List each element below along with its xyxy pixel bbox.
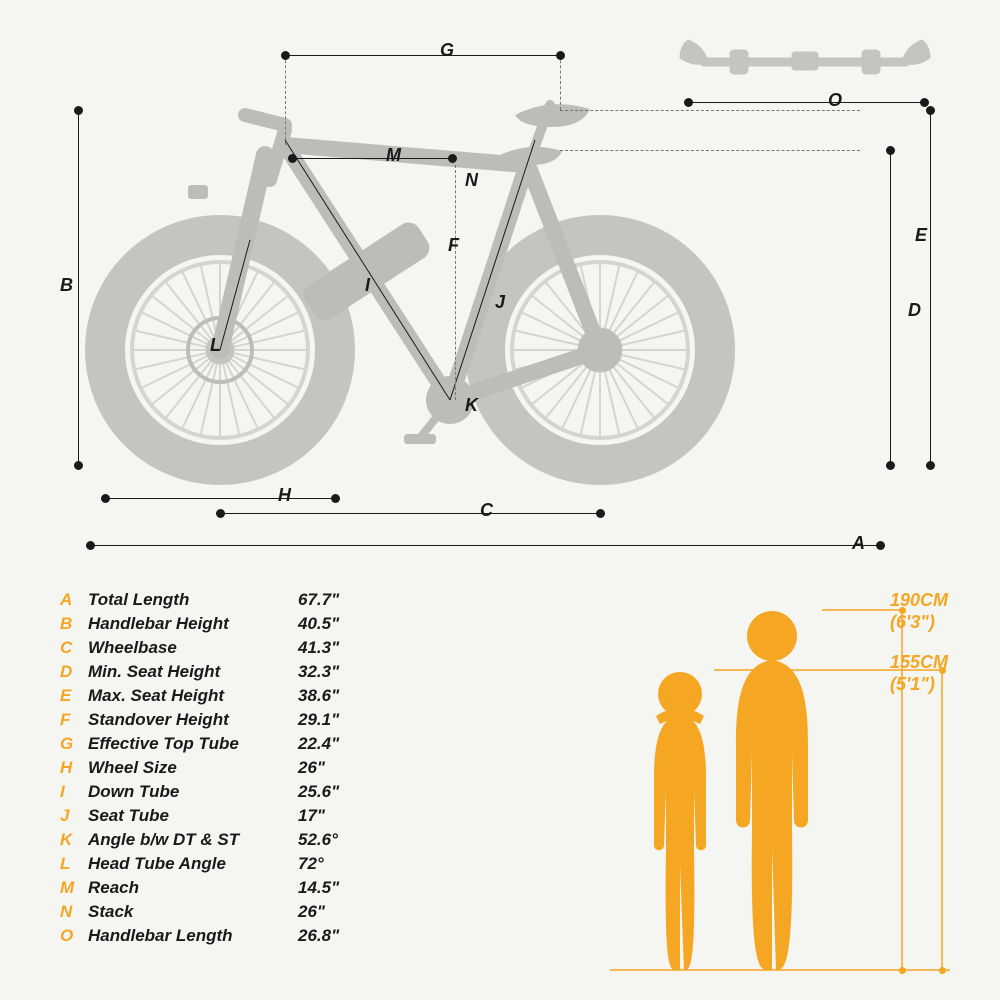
spec-value: 38.6"	[298, 686, 339, 706]
spec-label: Head Tube Angle	[88, 854, 298, 874]
rider-height-guide: 190CM (6'3") 155CM (5'1")	[590, 600, 970, 980]
spec-label: Standover Height	[88, 710, 298, 730]
spec-key: O	[60, 926, 88, 946]
spec-label: Max. Seat Height	[88, 686, 298, 706]
spec-key: N	[60, 902, 88, 922]
spec-label: Angle b/w DT & ST	[88, 830, 298, 850]
spec-label: Handlebar Height	[88, 614, 298, 634]
specs-table: ATotal Length67.7" BHandlebar Height40.5"…	[60, 590, 560, 950]
dim-F: F	[448, 235, 459, 256]
spec-key: K	[60, 830, 88, 850]
spec-row: CWheelbase41.3"	[60, 638, 560, 658]
spec-row: KAngle b/w DT & ST52.6°	[60, 830, 560, 850]
spec-label: Total Length	[88, 590, 298, 610]
spec-label: Down Tube	[88, 782, 298, 802]
dim-O: O	[828, 90, 842, 111]
spec-value: 52.6°	[298, 830, 338, 850]
spec-key: B	[60, 614, 88, 634]
spec-value: 26.8"	[298, 926, 339, 946]
dim-H: H	[278, 485, 291, 506]
dim-D: D	[908, 300, 921, 321]
dim-C: C	[480, 500, 493, 521]
spec-label: Stack	[88, 902, 298, 922]
dim-K: K	[465, 395, 478, 416]
spec-key: D	[60, 662, 88, 682]
spec-row: EMax. Seat Height38.6"	[60, 686, 560, 706]
dim-A: A	[852, 533, 865, 554]
spec-value: 40.5"	[298, 614, 339, 634]
spec-value: 72°	[298, 854, 324, 874]
max-height-cm: 190CM	[890, 590, 948, 610]
spec-key: E	[60, 686, 88, 706]
spec-row: BHandlebar Height40.5"	[60, 614, 560, 634]
bike-dimension-diagram: A B C D E F G H I J K L M N O	[60, 10, 940, 570]
min-height-cm: 155CM	[890, 652, 948, 672]
spec-row: OHandlebar Length26.8"	[60, 926, 560, 946]
max-height-ft: (6'3")	[890, 612, 935, 632]
spec-key: H	[60, 758, 88, 778]
dim-L: L	[210, 335, 221, 356]
spec-row: GEffective Top Tube22.4"	[60, 734, 560, 754]
spec-key: G	[60, 734, 88, 754]
bike-svg	[60, 10, 940, 570]
spec-row: MReach14.5"	[60, 878, 560, 898]
spec-key: C	[60, 638, 88, 658]
spec-key: J	[60, 806, 88, 826]
spec-value: 25.6"	[298, 782, 339, 802]
spec-value: 67.7"	[298, 590, 339, 610]
spec-label: Seat Tube	[88, 806, 298, 826]
spec-row: HWheel Size26"	[60, 758, 560, 778]
spec-key: L	[60, 854, 88, 874]
dim-E: E	[915, 225, 927, 246]
spec-label: Effective Top Tube	[88, 734, 298, 754]
spec-value: 26"	[298, 902, 325, 922]
min-height-ft: (5'1")	[890, 674, 935, 694]
spec-key: I	[60, 782, 88, 802]
spec-row: ATotal Length67.7"	[60, 590, 560, 610]
spec-value: 29.1"	[298, 710, 339, 730]
spec-label: Wheel Size	[88, 758, 298, 778]
spec-label: Handlebar Length	[88, 926, 298, 946]
spec-key: A	[60, 590, 88, 610]
spec-row: NStack26"	[60, 902, 560, 922]
spec-row: FStandover Height29.1"	[60, 710, 560, 730]
spec-row: DMin. Seat Height32.3"	[60, 662, 560, 682]
spec-value: 26"	[298, 758, 325, 778]
spec-row: IDown Tube25.6"	[60, 782, 560, 802]
dim-B: B	[60, 275, 73, 296]
spec-value: 17"	[298, 806, 325, 826]
dim-I: I	[365, 275, 370, 296]
spec-row: JSeat Tube17"	[60, 806, 560, 826]
spec-label: Reach	[88, 878, 298, 898]
spec-value: 32.3"	[298, 662, 339, 682]
dim-M: M	[386, 145, 401, 166]
spec-row: LHead Tube Angle72°	[60, 854, 560, 874]
spec-value: 22.4"	[298, 734, 339, 754]
dim-G: G	[440, 40, 454, 61]
dim-N: N	[465, 170, 478, 191]
spec-value: 41.3"	[298, 638, 339, 658]
dim-J: J	[495, 292, 505, 313]
spec-value: 14.5"	[298, 878, 339, 898]
spec-key: M	[60, 878, 88, 898]
spec-key: F	[60, 710, 88, 730]
spec-label: Wheelbase	[88, 638, 298, 658]
spec-label: Min. Seat Height	[88, 662, 298, 682]
